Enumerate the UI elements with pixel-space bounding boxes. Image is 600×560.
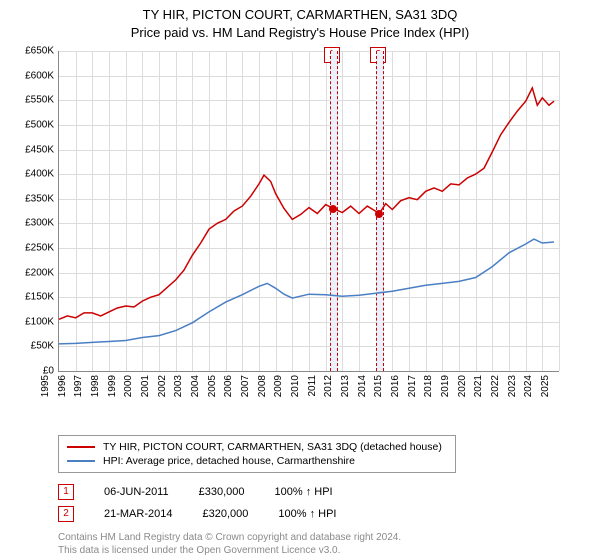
chart-container: TY HIR, PICTON COURT, CARMARTHEN, SA31 3… (0, 0, 600, 560)
legend: TY HIR, PICTON COURT, CARMARTHEN, SA31 3… (58, 435, 456, 473)
footer-line-1: Contains HM Land Registry data © Crown c… (58, 531, 588, 544)
series-line-hpi (59, 239, 554, 344)
legend-label-subject: TY HIR, PICTON COURT, CARMARTHEN, SA31 3… (103, 441, 442, 453)
series-line-subject (59, 88, 554, 319)
y-tick-label: £100K (14, 316, 54, 327)
sale-date: 21-MAR-2014 (104, 508, 172, 520)
chart-area: £0£50K£100K£150K£200K£250K£300K£350K£400… (12, 45, 572, 405)
sales-table: 1 06-JUN-2011 £330,000 100% ↑ HPI 2 21-M… (58, 481, 588, 525)
sale-dot (375, 210, 383, 218)
series-svg (59, 51, 559, 371)
sale-index-badge: 2 (58, 506, 74, 522)
y-tick-label: £150K (14, 292, 54, 303)
legend-row-hpi: HPI: Average price, detached house, Carm… (67, 454, 447, 468)
legend-row-subject: TY HIR, PICTON COURT, CARMARTHEN, SA31 3… (67, 440, 447, 454)
y-tick-label: £350K (14, 193, 54, 204)
sale-pct: 100% ↑ HPI (275, 486, 333, 498)
plot-region (58, 51, 559, 372)
y-tick-label: £50K (14, 341, 54, 352)
y-tick-label: £600K (14, 70, 54, 81)
y-tick-label: £450K (14, 144, 54, 155)
sales-row-2: 2 21-MAR-2014 £320,000 100% ↑ HPI (58, 503, 588, 525)
x-tick-label: 2025 (540, 375, 576, 397)
sale-price: £330,000 (199, 486, 245, 498)
footer: Contains HM Land Registry data © Crown c… (58, 531, 588, 557)
y-tick-label: £300K (14, 218, 54, 229)
sale-dot (329, 205, 337, 213)
y-tick-label: £650K (14, 46, 54, 57)
chart-title: TY HIR, PICTON COURT, CARMARTHEN, SA31 3… (12, 6, 588, 41)
y-tick-label: £500K (14, 119, 54, 130)
sale-date: 06-JUN-2011 (104, 486, 169, 498)
y-tick-label: £250K (14, 243, 54, 254)
y-tick-label: £200K (14, 267, 54, 278)
sales-row-1: 1 06-JUN-2011 £330,000 100% ↑ HPI (58, 481, 588, 503)
sale-pct: 100% ↑ HPI (278, 508, 336, 520)
footer-line-2: This data is licensed under the Open Gov… (58, 544, 588, 557)
x-gridline (559, 51, 560, 371)
y-tick-label: £550K (14, 95, 54, 106)
sale-index-badge: 1 (58, 484, 74, 500)
legend-swatch-hpi (67, 460, 95, 462)
title-line-2: Price paid vs. HM Land Registry's House … (12, 24, 588, 42)
sale-price: £320,000 (202, 508, 248, 520)
title-line-1: TY HIR, PICTON COURT, CARMARTHEN, SA31 3… (12, 6, 588, 24)
y-tick-label: £400K (14, 169, 54, 180)
legend-label-hpi: HPI: Average price, detached house, Carm… (103, 455, 355, 467)
legend-swatch-subject (67, 446, 95, 448)
